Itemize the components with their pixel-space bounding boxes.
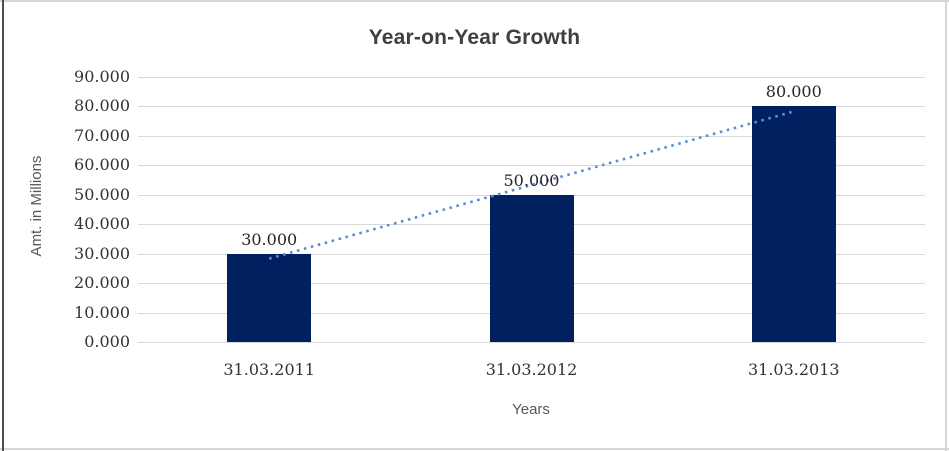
y-tick-label: 40.000 xyxy=(74,214,130,234)
data-label: 30.000 xyxy=(241,229,298,249)
y-tick-label: 20.000 xyxy=(74,273,130,293)
x-axis-title: Years xyxy=(512,401,550,418)
y-tick-label: 0.000 xyxy=(84,332,130,351)
gridline xyxy=(138,135,925,137)
y-tick-label: 80.000 xyxy=(74,96,130,116)
gridline xyxy=(138,165,925,167)
y-tick-label: 90.000 xyxy=(74,67,130,86)
bar-31.03.2011 xyxy=(227,253,312,342)
frame-border-left xyxy=(2,0,4,451)
gridline xyxy=(138,77,925,78)
y-tick-label: 30.000 xyxy=(74,243,130,263)
y-tick-label: 70.000 xyxy=(74,125,130,145)
frame-border-right xyxy=(945,0,947,451)
gridline xyxy=(138,106,925,108)
y-tick-label: 50.000 xyxy=(74,184,130,204)
bar-31.03.2012 xyxy=(489,194,574,342)
y-tick-label: 10.000 xyxy=(74,302,130,322)
frame-border-top xyxy=(0,0,949,2)
x-tick-label: 31.03.2012 xyxy=(485,360,578,379)
data-label: 80.000 xyxy=(765,82,822,102)
y-tick-label: 60.000 xyxy=(74,155,130,175)
x-tick-label: 31.03.2011 xyxy=(223,360,315,379)
bar-31.03.2013 xyxy=(751,106,836,342)
x-tick-label: 31.03.2013 xyxy=(747,360,840,379)
y-axis-ticks: 0.000 10.000 20.000 30.000 40.000 50.000 60.00… xyxy=(0,67,130,351)
data-label: 50.000 xyxy=(503,170,560,190)
gridline xyxy=(138,342,925,343)
trendline xyxy=(268,110,795,260)
plot-area: 30.000 31.03.2011 50.000 31.03.2012 80.000 31… xyxy=(138,77,925,379)
chart-title: Year-on-Year Growth xyxy=(368,26,581,49)
frame-border-bottom xyxy=(0,448,949,450)
